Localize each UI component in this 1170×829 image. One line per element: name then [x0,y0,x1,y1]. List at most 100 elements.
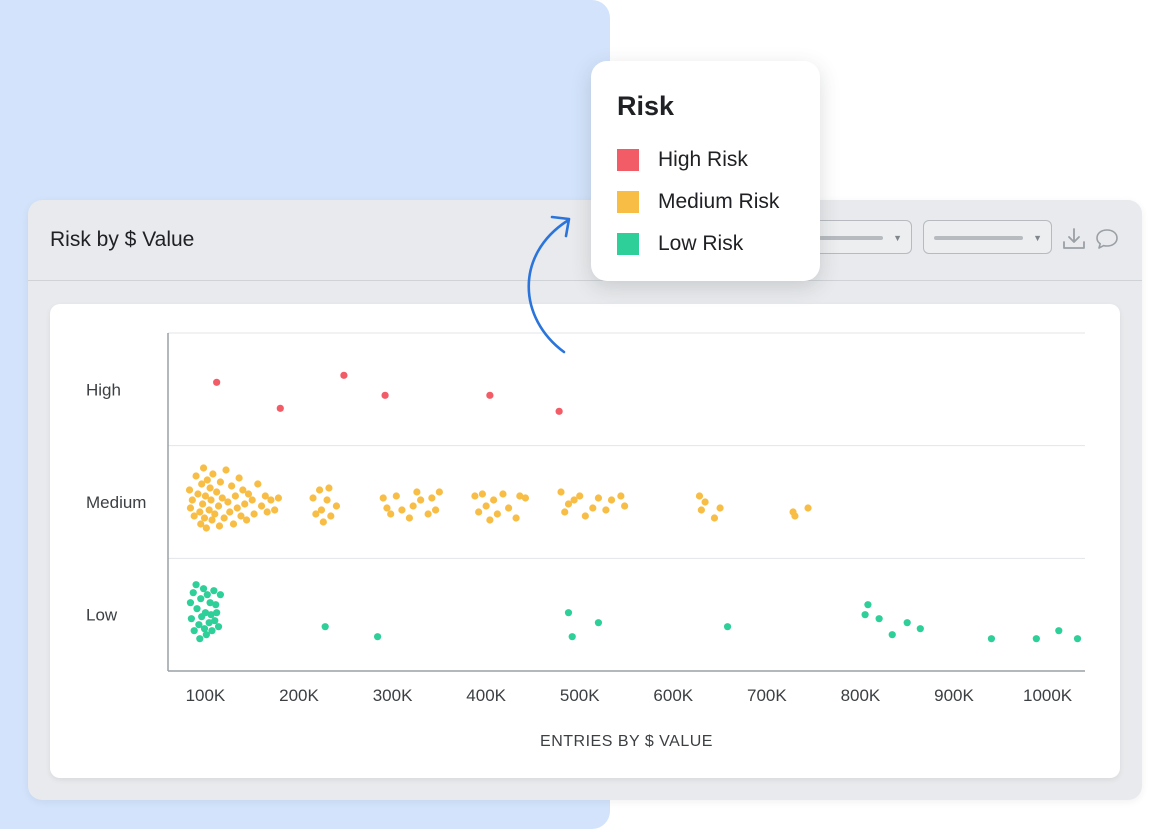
data-point-medium [315,486,324,494]
filter-dropdown-1[interactable]: ▼ [808,220,912,254]
data-point-low [196,635,204,643]
data-point-medium [716,504,724,512]
data-point-medium [521,494,530,502]
y-tick-label: High [86,380,121,399]
data-point-medium [435,488,443,496]
data-point-medium [617,492,625,500]
data-point-medium [271,506,279,514]
data-point-medium [231,492,239,500]
data-point-medium [486,516,494,524]
data-point-medium [505,504,513,512]
y-tick-label: Medium [86,493,146,512]
data-point-medium [226,508,234,516]
data-point-medium [319,518,327,526]
legend-label-medium: Medium Risk [658,190,780,213]
download-icon[interactable] [1061,226,1087,252]
dropdown-placeholder-bar [934,236,1023,240]
data-point-medium [312,510,320,518]
data-point-high [381,391,389,399]
data-point-medium [197,520,205,528]
legend-label-high: High Risk [658,148,748,171]
data-point-medium [206,484,214,492]
legend-swatch-high [617,149,639,171]
data-point-medium [237,512,245,520]
comment-icon[interactable] [1094,226,1120,252]
data-point-medium [215,522,224,530]
data-point-medium [186,504,195,512]
data-point-low [189,589,197,597]
data-point-medium [250,510,258,518]
data-point-medium [199,464,208,472]
data-point-medium [493,510,501,518]
panel-title: Risk by $ Value [50,228,195,251]
data-point-high [213,378,221,386]
data-point-medium [557,488,565,496]
data-point-low [201,609,210,617]
data-point-low [321,623,329,631]
data-point-medium [621,502,629,510]
data-point-high [276,404,284,412]
data-point-medium [471,492,479,500]
data-point-medium [222,466,230,474]
data-point-medium [499,490,507,498]
panel-header: Risk by $ Value ▼ ▼ [28,200,1142,281]
data-point-medium [205,506,213,514]
data-point-low [192,581,200,589]
chart-panel: Risk by $ Value ▼ ▼ High Medium Low 100K 200… [28,200,1142,800]
data-point-medium [207,496,215,504]
chart-card: High Medium Low 100K 200K 300K 400K 500K 600K 700… [50,304,1120,778]
data-point-high [486,391,494,399]
data-point-low [208,627,216,635]
data-point-medium [804,504,812,512]
data-point-medium [602,506,610,514]
data-point-low [211,617,219,625]
data-point-low [861,611,869,619]
data-point-medium [203,476,211,484]
data-point-low [1055,627,1063,635]
data-point-low [210,587,218,595]
data-point-medium [398,506,406,514]
data-point-medium [263,508,271,516]
data-point-medium [235,474,243,482]
data-point-medium [216,478,224,486]
data-point-medium [576,492,584,500]
data-point-medium [218,494,226,502]
data-point-medium [317,506,326,514]
data-point-medium [244,490,253,498]
data-point-medium [192,472,200,480]
data-point-medium [254,480,262,488]
data-point-medium [594,494,603,502]
data-point-medium [589,504,597,512]
data-point-low [214,623,223,631]
data-point-medium [379,494,387,502]
data-point-medium [211,510,219,518]
data-point-low [723,623,732,631]
data-point-medium [185,486,194,494]
x-axis-title: ENTRIES BY $ VALUE [540,733,713,750]
data-point-low [197,595,205,603]
data-point-low [207,611,215,619]
data-point-low [888,631,896,639]
x-tick-label: 100K [186,686,226,705]
dropdown-placeholder-bar [819,236,883,240]
data-point-medium [432,506,440,514]
data-point-medium [190,512,198,520]
data-point-medium [475,508,483,516]
data-point-medium [409,502,417,510]
data-point-medium [516,492,524,500]
filter-dropdown-2[interactable]: ▼ [923,220,1052,254]
data-point-medium [387,510,395,518]
chevron-down-icon: ▼ [893,233,902,243]
data-point-medium [309,494,317,502]
data-point-low [564,609,573,617]
data-point-medium [267,496,275,504]
data-point-high [555,407,563,415]
x-tick-label: 200K [279,686,319,705]
data-point-medium [327,512,335,520]
data-point-medium [261,492,269,500]
data-point-medium [695,492,704,500]
data-point-low [875,615,883,623]
data-point-low [212,601,220,609]
data-point-medium [697,506,705,514]
data-point-low [568,633,576,641]
